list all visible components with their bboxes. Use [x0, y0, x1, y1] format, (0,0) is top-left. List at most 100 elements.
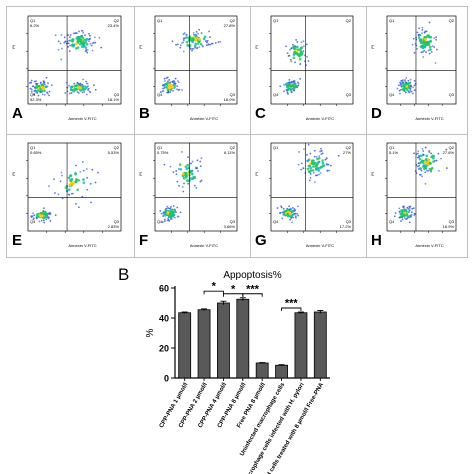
- event-dot: [418, 157, 422, 161]
- event-dot: [416, 47, 418, 50]
- event-dot: [301, 162, 303, 165]
- event-dot: [163, 213, 167, 217]
- event-dot: [400, 88, 402, 91]
- event-dot: [185, 40, 189, 44]
- quadrant-q4-value: 52.3%: [30, 97, 42, 102]
- event-dot: [290, 47, 293, 50]
- event-dot: [86, 93, 88, 96]
- event-dot: [86, 85, 89, 88]
- quadrant-q1-value: 6.2%: [30, 23, 40, 28]
- y-tick-label: 40: [159, 314, 169, 324]
- event-dot: [29, 87, 32, 90]
- event-dot: [398, 207, 401, 210]
- grid-divider: [366, 7, 367, 257]
- event-dot: [435, 38, 437, 41]
- event-dot: [300, 41, 303, 44]
- event-dot: [39, 91, 41, 93]
- event-dot: [421, 32, 423, 35]
- event-dot: [76, 188, 79, 192]
- event-dot-dense: [75, 178, 78, 182]
- event-dot: [399, 209, 403, 212]
- event-dot: [34, 86, 36, 89]
- event-dot: [47, 212, 50, 215]
- event-dot: [423, 164, 427, 168]
- event-dot: [206, 41, 208, 44]
- quadrant-q4-label: Q4: [273, 219, 279, 224]
- event-dot: [428, 150, 431, 152]
- quadrant-q2-value: 23.4%: [108, 23, 120, 28]
- quadrant-q2-value: 27.6%: [443, 150, 455, 155]
- event-dot: [421, 159, 425, 163]
- quadrant-q1-label: Q1: [30, 145, 36, 150]
- event-dot: [433, 46, 436, 49]
- event-dot: [430, 155, 433, 159]
- event-dot: [78, 30, 80, 33]
- event-dot: [177, 168, 180, 170]
- event-dot: [94, 41, 97, 44]
- event-dot: [68, 193, 71, 196]
- event-dot: [195, 31, 198, 33]
- event-dot: [89, 42, 92, 45]
- event-dot: [413, 89, 416, 91]
- event-dot: [194, 42, 197, 46]
- event-dot: [32, 93, 35, 96]
- x-axis-label: Annexin V-FITC: [415, 116, 443, 121]
- event-dot: [30, 79, 33, 82]
- event-dot: [311, 169, 315, 172]
- event-dot: [406, 206, 409, 209]
- event-dot: [38, 220, 41, 223]
- event-dot: [30, 91, 33, 93]
- event-dot: [200, 179, 203, 182]
- event-dot: [59, 42, 62, 45]
- event-dot: [208, 30, 211, 33]
- quadrant-q2-label: Q2: [346, 145, 352, 150]
- event-dot: [317, 156, 321, 160]
- event-dot: [404, 91, 407, 94]
- event-dot: [320, 147, 322, 150]
- event-dot: [169, 217, 172, 220]
- event-dot: [416, 165, 419, 168]
- event-dot: [54, 192, 56, 194]
- event-dot-dense: [297, 54, 301, 58]
- quadrant-q3-value: 16.9%: [443, 224, 455, 229]
- bar: [275, 364, 288, 379]
- event-dot: [435, 159, 438, 162]
- event-dot: [199, 165, 202, 168]
- event-dot: [307, 164, 311, 168]
- event-dot: [46, 92, 49, 95]
- x-axis-label: Annexin V-FITC: [68, 116, 96, 121]
- event-dot: [412, 37, 415, 40]
- y-tick-label: 60: [159, 284, 169, 294]
- event-dot: [88, 32, 90, 35]
- event-dot: [190, 169, 194, 173]
- event-dot: [84, 34, 86, 37]
- panel-letter-b: B: [118, 265, 129, 284]
- event-dot: [297, 163, 300, 166]
- event-dot-dense: [79, 38, 83, 42]
- event-dot: [408, 91, 410, 94]
- event-dot: [432, 157, 435, 160]
- event-dot: [445, 167, 448, 169]
- significance-bracket: [242, 293, 263, 297]
- quadrant-q4-label: Q4: [273, 92, 279, 97]
- event-dot: [49, 220, 52, 222]
- event-dot: [164, 80, 166, 82]
- significance-label: *: [231, 283, 236, 295]
- event-dot: [201, 45, 204, 47]
- event-dot: [175, 170, 178, 172]
- event-dot: [199, 42, 203, 46]
- event-dot: [424, 158, 428, 161]
- event-dot: [205, 44, 208, 47]
- quadrant-q1-label: Q1: [273, 145, 279, 150]
- event-dot: [47, 216, 50, 219]
- quadrant-q3-label: Q3: [449, 92, 455, 97]
- event-dot: [403, 208, 407, 212]
- event-dot: [291, 221, 294, 224]
- event-dot: [421, 51, 424, 53]
- event-dot: [413, 79, 416, 82]
- event-dot: [164, 220, 166, 223]
- event-dot: [425, 154, 428, 158]
- event-dot: [187, 156, 189, 159]
- event-dot: [289, 218, 292, 221]
- event-dot: [173, 83, 176, 87]
